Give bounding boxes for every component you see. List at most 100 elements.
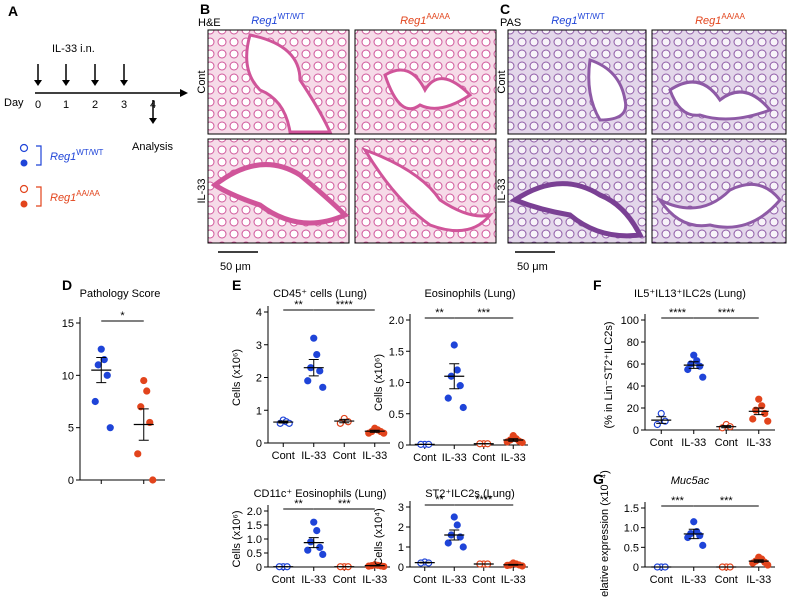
airway	[245, 33, 333, 134]
y-tick-label: 1	[256, 405, 262, 417]
error-bar	[508, 563, 519, 566]
significance-label: ***	[720, 495, 734, 507]
y-tick-label: 1.0	[624, 523, 639, 535]
significance-label: **	[294, 498, 303, 510]
day-arrowhead	[149, 118, 157, 124]
y-tick-label: 1.0	[389, 378, 404, 390]
x-tick-label: IL-33	[442, 452, 467, 464]
data-point	[137, 403, 145, 411]
error-bar	[449, 363, 460, 390]
error-bar	[278, 420, 289, 424]
y-axis-label: Relative expression (x10⁻⁴)	[599, 470, 611, 597]
y-tick-label: 40	[627, 381, 639, 393]
data-point	[336, 419, 344, 427]
data-point	[143, 387, 151, 395]
significance-label: ***	[477, 307, 491, 319]
data-point	[450, 341, 458, 349]
micrograph	[507, 29, 647, 135]
error-bar	[656, 416, 667, 424]
panel-letter: D	[62, 277, 72, 293]
timeline-arrow	[180, 89, 188, 97]
y-axis-label: (% in Lin⁻ST2⁺ILC2s)	[603, 322, 615, 429]
y-tick-label: 1.5	[624, 503, 639, 515]
y-tick-label: 2.0	[389, 315, 404, 327]
significance-label: *	[120, 310, 125, 322]
legend-bracket	[36, 186, 42, 207]
x-tick-label: IL-33	[681, 574, 706, 586]
x-tick-label: IL-33	[301, 574, 326, 586]
day-arrowhead	[34, 80, 42, 86]
data-point	[94, 361, 102, 369]
data-point	[149, 476, 157, 484]
y-tick-label: 80	[627, 337, 639, 349]
airway	[509, 181, 644, 239]
chart-title: IL5⁺IL13⁺ILC2s (Lung)	[634, 288, 746, 300]
y-tick-label: 0.5	[624, 542, 639, 554]
error-bar	[138, 408, 149, 441]
data-point	[459, 543, 467, 551]
day-tick-label: 1	[63, 99, 69, 111]
airway	[668, 80, 773, 121]
error-bar	[96, 357, 107, 384]
panel-letter: G	[593, 471, 604, 487]
data-point	[699, 541, 707, 549]
y-tick-label: 1.0	[247, 534, 262, 546]
column-header: Reg1WT/WT	[251, 12, 305, 27]
column-header: Reg1AA/AA	[695, 12, 746, 27]
y-tick-label: 0	[633, 425, 639, 437]
x-tick-label: IL-33	[681, 437, 706, 449]
chart-title: Eosinophils (Lung)	[424, 288, 515, 300]
data-point	[304, 377, 312, 385]
y-tick-label: 5	[68, 423, 74, 435]
micrograph	[651, 29, 787, 135]
error-bar	[753, 407, 764, 416]
data-point	[140, 376, 148, 385]
significance-label: ***	[338, 498, 352, 510]
data-point	[444, 539, 452, 547]
scale-label: 50 μm	[220, 261, 251, 273]
panel-a: A IL-33 i.n. Day Analysis Reg1WT/WT Reg1…	[4, 3, 188, 208]
endpoint-label: Analysis	[132, 141, 173, 153]
scale-label: 50 μm	[517, 261, 548, 273]
data-point	[456, 382, 464, 390]
x-tick-label: Cont	[413, 452, 436, 464]
x-tick-label: Cont	[650, 437, 673, 449]
data-point	[380, 562, 388, 571]
significance-label: ****	[475, 494, 493, 506]
legend-label: Reg1AA/AA	[50, 189, 101, 204]
x-tick-label: IL-33	[501, 574, 526, 586]
x-tick-label: Cont	[472, 574, 495, 586]
y-tick-label: 0	[398, 440, 404, 452]
data-point	[313, 350, 321, 359]
stain-label: H&E	[198, 17, 221, 29]
error-bar	[369, 564, 380, 567]
y-tick-label: 60	[627, 359, 639, 371]
data-point	[453, 521, 461, 529]
y-tick-label: 100	[621, 315, 639, 327]
x-tick-label: Cont	[650, 574, 673, 586]
data-point	[106, 424, 114, 432]
y-axis-label: Cells (x10⁴)	[373, 508, 385, 565]
x-tick-label: Cont	[333, 574, 356, 586]
data-point	[307, 538, 315, 546]
day-label: Day	[4, 97, 24, 109]
x-tick-label: Cont	[715, 437, 738, 449]
significance-label: **	[435, 494, 444, 506]
chart-title: Pathology Score	[80, 288, 161, 300]
y-tick-label: 10	[62, 370, 74, 382]
x-tick-label: Cont	[333, 450, 356, 462]
chart-title: Muc5ac	[671, 475, 710, 487]
y-tick-label: 4	[256, 307, 262, 319]
day-tick-label: 3	[121, 99, 127, 111]
micrograph	[354, 29, 497, 135]
error-bar	[753, 559, 764, 563]
y-tick-label: 0.5	[247, 548, 262, 560]
data-point	[690, 351, 698, 359]
data-point	[699, 373, 707, 381]
data-point	[653, 420, 661, 429]
data-point	[684, 533, 692, 542]
x-tick-label: IL-33	[362, 450, 387, 462]
data-point	[344, 418, 352, 426]
data-point	[453, 366, 461, 374]
legend-marker	[19, 143, 29, 153]
